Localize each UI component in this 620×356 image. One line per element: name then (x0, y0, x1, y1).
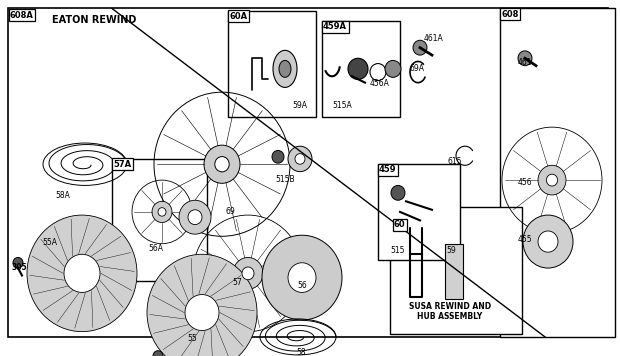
Text: 59A: 59A (292, 101, 307, 110)
Circle shape (288, 146, 312, 172)
Bar (445, 244, 463, 299)
Circle shape (188, 210, 202, 225)
Text: 461A: 461A (424, 34, 444, 43)
Text: 459A: 459A (323, 22, 347, 31)
Text: 58A: 58A (55, 191, 70, 200)
Text: 459: 459 (379, 165, 397, 174)
Text: 60A: 60A (229, 12, 247, 21)
Circle shape (523, 215, 573, 268)
Text: 55A: 55A (42, 239, 57, 247)
Circle shape (385, 61, 401, 77)
Circle shape (64, 254, 100, 292)
Text: 69: 69 (225, 206, 235, 216)
Text: 515A: 515A (332, 101, 352, 110)
Circle shape (179, 200, 211, 234)
Ellipse shape (279, 61, 291, 77)
Text: 57A: 57A (113, 160, 131, 169)
Text: 608A: 608A (10, 11, 34, 20)
Circle shape (13, 257, 23, 268)
Circle shape (215, 157, 229, 172)
Text: 608: 608 (501, 10, 518, 19)
Circle shape (546, 174, 557, 186)
Bar (500, 9, 615, 337)
Circle shape (153, 351, 163, 356)
Text: SUSA REWIND AND
HUB ASSEMBLY: SUSA REWIND AND HUB ASSEMBLY (409, 302, 491, 321)
Text: 59: 59 (446, 246, 456, 255)
Bar (112, 159, 207, 281)
Text: 69A: 69A (410, 64, 425, 73)
Text: 55: 55 (187, 334, 197, 343)
Text: 60: 60 (394, 220, 405, 229)
Text: 515: 515 (390, 246, 404, 255)
Circle shape (272, 151, 284, 163)
Circle shape (185, 294, 219, 331)
Circle shape (158, 208, 166, 216)
Circle shape (152, 201, 172, 222)
Circle shape (242, 267, 254, 280)
Circle shape (147, 254, 257, 356)
Text: 58: 58 (296, 347, 306, 356)
Text: 305: 305 (12, 263, 28, 272)
Circle shape (413, 40, 427, 55)
Text: 57: 57 (232, 278, 242, 287)
Circle shape (348, 58, 368, 79)
Bar (322, 21, 400, 116)
Circle shape (288, 263, 316, 292)
Ellipse shape (273, 50, 297, 88)
Text: 456A: 456A (370, 79, 390, 88)
Circle shape (391, 185, 405, 200)
Circle shape (538, 231, 558, 252)
Circle shape (295, 154, 305, 164)
Circle shape (538, 165, 566, 195)
Bar (228, 11, 316, 116)
Text: 456: 456 (518, 178, 533, 187)
Circle shape (27, 215, 137, 332)
Circle shape (518, 51, 532, 66)
Text: 56: 56 (297, 281, 307, 290)
Text: 56A: 56A (148, 244, 163, 253)
Bar (390, 206, 522, 334)
Circle shape (204, 145, 240, 183)
Text: 615: 615 (447, 157, 461, 166)
Bar (378, 164, 460, 260)
Circle shape (262, 235, 342, 320)
Text: 461: 461 (518, 58, 533, 67)
Text: 455: 455 (518, 235, 533, 244)
Text: EATON REWIND: EATON REWIND (52, 15, 136, 25)
Text: 515B: 515B (275, 175, 294, 184)
Circle shape (233, 257, 263, 289)
